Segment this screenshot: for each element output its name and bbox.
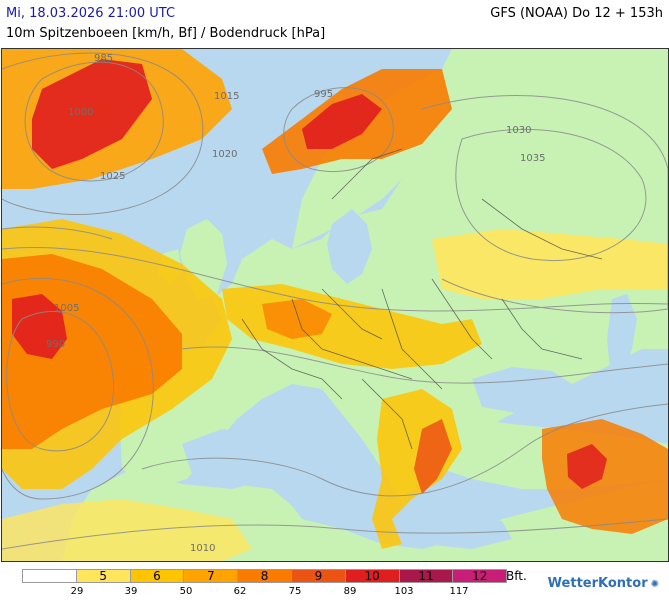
brand-logo[interactable]: WetterKontor ✺ [548,576,659,591]
legend-tick-75: 75 [288,586,302,597]
gust-zone-bf10-atlantic [12,294,67,359]
isobar-label-1005: 1005 [54,303,79,314]
legend-tick-29: 29 [70,586,84,597]
map-title: 10m Spitzenboeen [km/h, Bf] / Bodendruck… [6,26,326,41]
isobar-line-low-atlantic [6,310,114,452]
gust-zone-bf8-central [262,299,332,339]
gust-zone-bf5-east [432,229,668,299]
legend-swatch-bf8: 8 [237,569,292,583]
legend-tick-39: 39 [124,586,138,597]
border-line-4 [381,288,443,390]
border-line-2 [291,298,413,380]
country-borders [241,148,603,450]
gust-legend: 5 6 7 8 9 10 11 12 [22,569,508,585]
isobar-label-1025: 1025 [100,171,125,182]
gust-zone-bf8-levant [542,419,668,534]
legend-swatch-bf5: 5 [75,569,131,583]
border-line-1 [241,318,343,400]
caspian-sea [607,294,637,379]
isobar-line-central-2 [181,346,668,384]
isobar-line-high-east [455,128,647,261]
legend-tick-50: 50 [179,586,193,597]
border-line-9 [481,198,603,260]
forecast-valid-time: Mi, 18.03.2026 21:00 UTC [6,6,176,21]
border-line-5 [431,278,493,360]
isobar-line-south [2,518,668,550]
legend-swatch-calm [22,569,77,583]
legend-swatch-bf6: 6 [129,569,185,583]
border-line-3 [321,288,383,340]
isobar-line-north-low-outer [2,52,204,216]
gust-zone-bf10-north [32,59,152,169]
isobar-line-west-1025 [2,226,113,240]
mediterranean-sea [182,429,512,549]
sun-rays-icon: ✺ [650,579,659,590]
black-sea [472,367,577,414]
legend-tick-103: 103 [394,586,414,597]
inland-seas [182,209,637,549]
isobars [2,52,668,550]
legend-tick-89: 89 [343,586,357,597]
isobar-label-1030: 1030 [506,125,531,136]
isobar-line-low-atlantic-outer [2,277,154,500]
model-run-info: GFS (NOAA) Do 12 + 153h [490,6,663,21]
gust-zone-bf5-south [2,499,252,561]
isobar-labels: 985 990 995 1000 1005 1010 1015 1020 102… [46,53,545,554]
legend-swatch-bf11: 11 [398,569,454,583]
baltic-sea [327,209,372,284]
legend-unit: Bft. [506,569,527,583]
brand-name: WetterKontor [547,576,648,591]
legend-tick-62: 62 [233,586,247,597]
border-line-6 [361,378,413,450]
isobar-line-med [141,403,668,497]
isobar-label-1035: 1035 [520,153,545,164]
gust-shading [2,49,668,561]
gust-zone-bf9-balkans [414,419,452,494]
weather-map: 985 990 995 1000 1005 1010 1015 1020 102… [1,48,669,562]
isobar-label-990: 990 [46,339,65,350]
gust-zone-bf10-norway [302,94,382,149]
gust-zone-bf10-levant [567,444,607,489]
legend-swatch-bf12: 12 [452,569,508,583]
isobar-label-1010: 1010 [190,543,215,554]
weather-map-canvas: 985 990 995 1000 1005 1010 1015 1020 102… [2,49,668,561]
isobar-line-norway-low [283,87,394,173]
isobar-label-995: 995 [314,89,333,100]
legend-swatch-bf10: 10 [344,569,400,583]
border-line-8 [331,148,403,200]
isobar-line-central [2,246,668,312]
isobar-label-985: 985 [94,53,113,64]
legend-swatch-bf9: 9 [290,569,346,583]
isobar-label-1020: 1020 [212,149,237,160]
isobar-label-1015: 1015 [214,91,239,102]
border-line-7 [501,298,583,360]
legend-swatch-bf7: 7 [183,569,239,583]
legend-tick-117: 117 [449,586,469,597]
isobar-line-high-east-outer [421,95,668,314]
isobar-label-1000: 1000 [68,107,93,118]
isobar-line-north-low [24,61,164,182]
